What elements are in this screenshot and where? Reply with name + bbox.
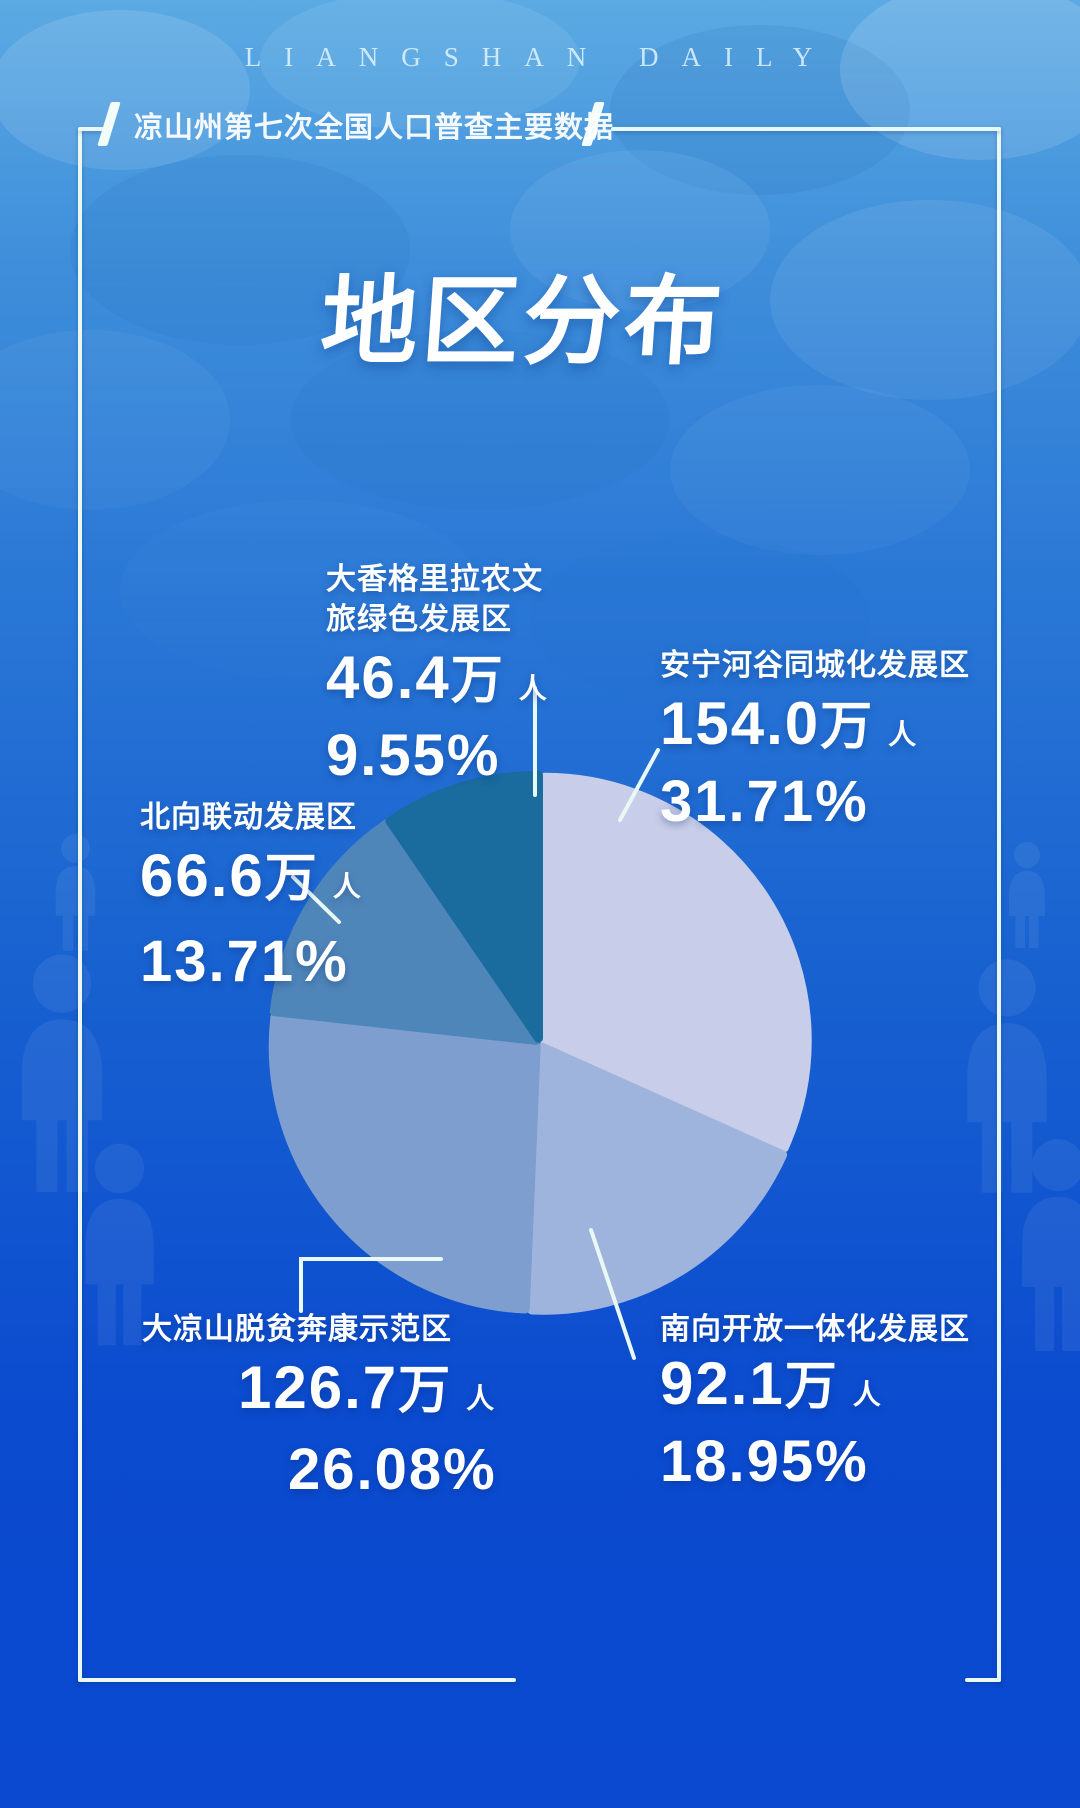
pie-slice-daxianggelila [385, 770, 543, 1043]
callout-value-line: 46.4万人 [326, 646, 547, 721]
callout-value-line: 154.0万人 [660, 692, 970, 767]
frame-border-bottom-right-segment [965, 1678, 1001, 1682]
pie-slice-beixiang [269, 818, 541, 1045]
unit-wan: 万 [450, 652, 505, 710]
pie-slices-group [268, 770, 812, 1315]
unit-ren: 人 [888, 719, 917, 750]
frame-border-top-left-segment [78, 127, 104, 131]
callout-percent: 31.71% [660, 769, 869, 834]
callout-value-line: 92.1万人 [660, 1352, 970, 1427]
unit-wan: 万 [820, 698, 875, 756]
value-number: 92.1 [660, 1350, 785, 1417]
frame-border-top-right-segment [611, 127, 1001, 131]
callout-percent: 18.95% [660, 1429, 869, 1494]
unit-wan: 万 [784, 1358, 839, 1416]
value-number: 154.0 [660, 690, 821, 757]
callout-percent: 13.71% [140, 929, 349, 994]
value-number: 46.4 [326, 644, 451, 711]
pie-slice-daliangshan [268, 1013, 541, 1314]
unit-ren: 人 [518, 673, 547, 704]
callout-label: 大香格里拉农文 [326, 563, 543, 596]
callout-label: 旅绿色发展区 [326, 603, 512, 636]
leader-bracket-daliangshan [299, 1257, 443, 1313]
callout-value-line: 126.7万人 [238, 1356, 497, 1431]
callout-label: 北向联动发展区 [140, 801, 357, 834]
callout-percent: 9.55% [326, 723, 501, 788]
callout-nanxiang: 南向开放一体化发展区 92.1万人 18.95% [660, 1310, 970, 1493]
callout-label: 南向开放一体化发展区 [660, 1313, 970, 1346]
frame-border-right [997, 127, 1001, 1682]
callout-label: 安宁河谷同城化发展区 [660, 649, 970, 682]
unit-ren: 人 [466, 1383, 495, 1414]
leader-line-nanxiang [589, 1228, 636, 1360]
frame-border-left [78, 127, 82, 1682]
frame-border-bottom-left-segment [78, 1678, 516, 1682]
masthead-text: LIANGSHAN DAILY [244, 42, 836, 72]
callout-label: 大凉山脱贫奔康示范区 [142, 1313, 452, 1346]
unit-wan: 万 [264, 850, 319, 908]
callout-daliangshan: 大凉山脱贫奔康示范区 126.7万人 26.08% [142, 1310, 497, 1501]
callout-value-line: 66.6万人 [140, 844, 361, 919]
value-number: 66.6 [140, 842, 265, 909]
leader-line-anning [618, 748, 660, 822]
callout-beixiang: 北向联动发展区 66.6万人 13.71% [140, 798, 361, 993]
callout-anning: 安宁河谷同城化发展区 154.0万人 31.71% [660, 646, 970, 833]
leader-line-beixiang [291, 875, 341, 924]
pie-slice-anning [539, 772, 812, 1153]
header-title: 凉山州第七次全国人口普查主要数据 [134, 112, 615, 144]
callout-percent: 26.08% [288, 1437, 497, 1502]
unit-ren: 人 [852, 1379, 881, 1410]
callout-daxianggelila: 大香格里拉农文 旅绿色发展区 46.4万人 9.55% [326, 560, 547, 787]
crowd-texture [0, 0, 1080, 705]
unit-wan: 万 [398, 1362, 453, 1420]
unit-ren: 人 [332, 871, 361, 902]
value-number: 126.7 [238, 1354, 399, 1421]
